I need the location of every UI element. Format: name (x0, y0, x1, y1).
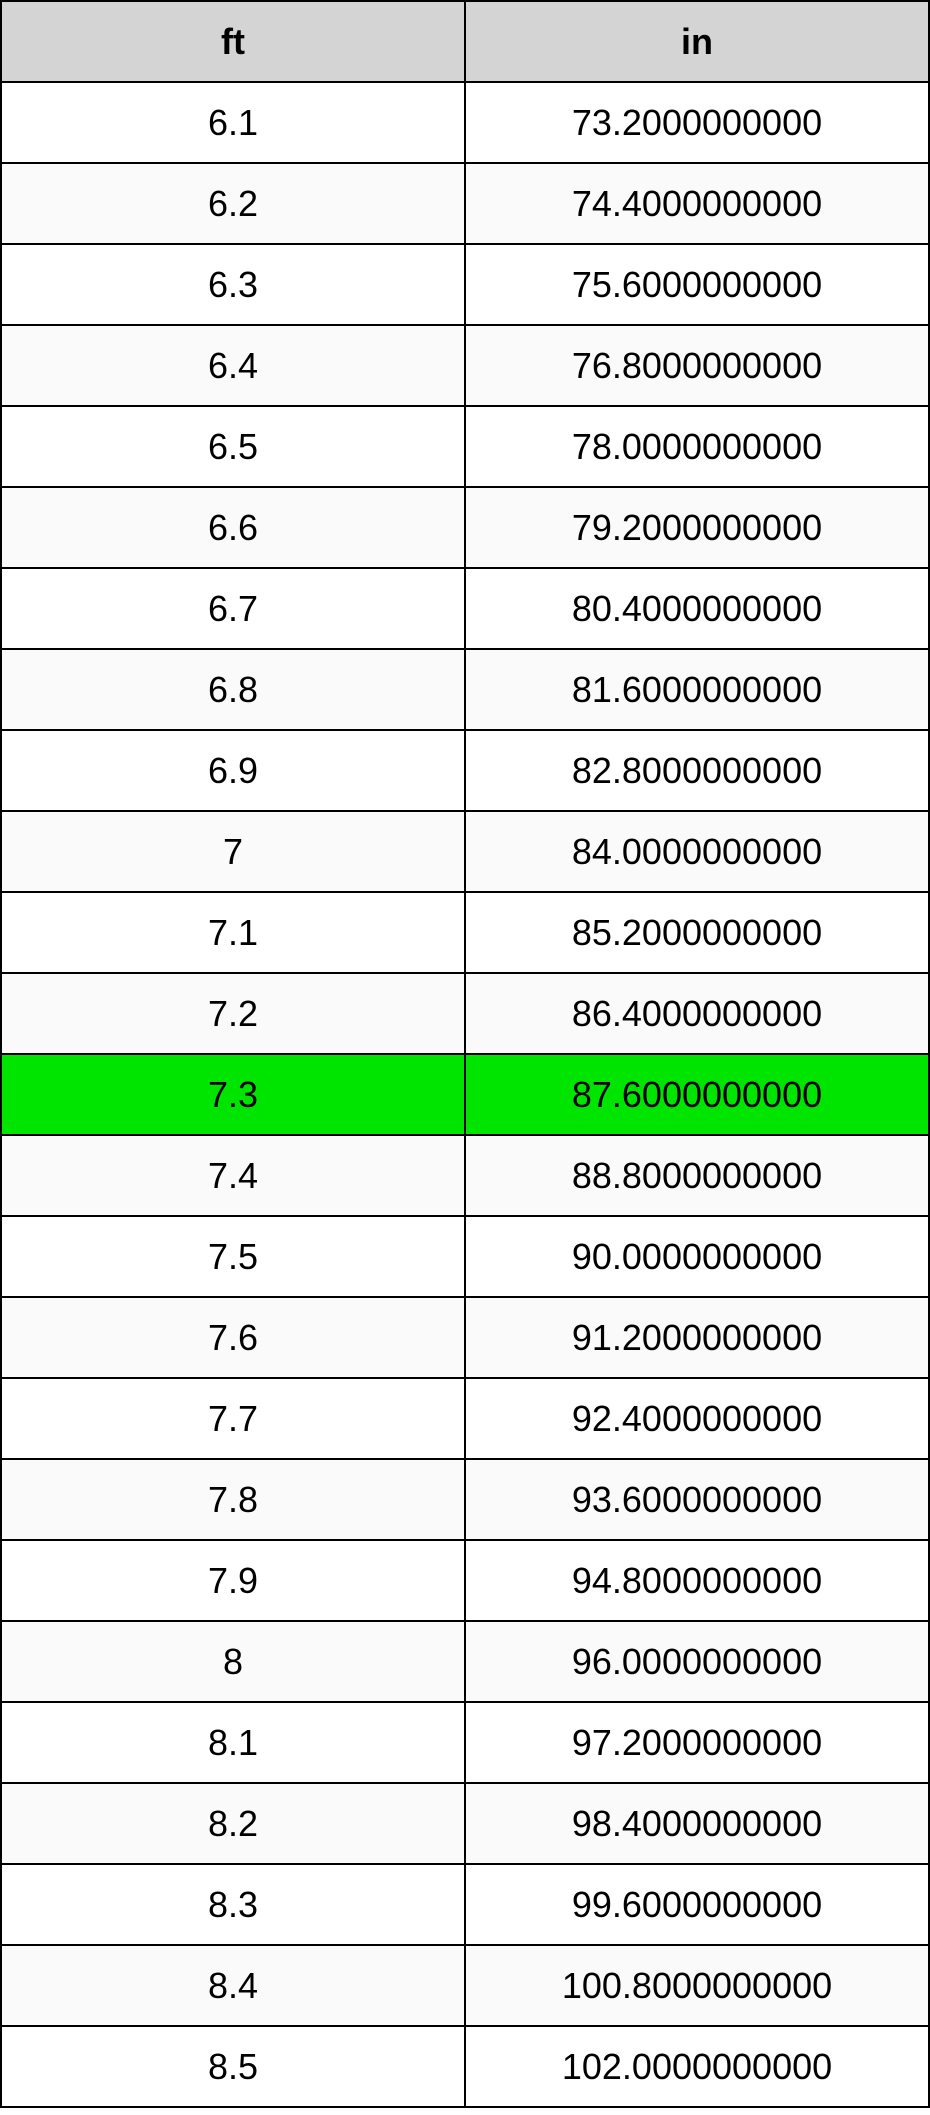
cell-in: 91.2000000000 (465, 1297, 929, 1378)
table-row: 784.0000000000 (1, 811, 929, 892)
cell-in: 98.4000000000 (465, 1783, 929, 1864)
cell-ft: 7 (1, 811, 465, 892)
conversion-table: ft in 6.173.20000000006.274.40000000006.… (0, 0, 930, 2108)
table-row: 6.476.8000000000 (1, 325, 929, 406)
cell-in: 92.4000000000 (465, 1378, 929, 1459)
conversion-table-container: ft in 6.173.20000000006.274.40000000006.… (0, 0, 930, 2108)
table-row: 6.881.6000000000 (1, 649, 929, 730)
cell-in: 85.2000000000 (465, 892, 929, 973)
cell-in: 75.6000000000 (465, 244, 929, 325)
table-row: 6.173.2000000000 (1, 82, 929, 163)
cell-ft: 7.2 (1, 973, 465, 1054)
cell-ft: 8.1 (1, 1702, 465, 1783)
cell-in: 78.0000000000 (465, 406, 929, 487)
cell-ft: 7.5 (1, 1216, 465, 1297)
table-body: 6.173.20000000006.274.40000000006.375.60… (1, 82, 929, 2107)
cell-ft: 6.7 (1, 568, 465, 649)
table-row: 6.679.2000000000 (1, 487, 929, 568)
cell-in: 102.0000000000 (465, 2026, 929, 2107)
header-in: in (465, 1, 929, 82)
table-row: 8.4100.8000000000 (1, 1945, 929, 2026)
cell-in: 99.6000000000 (465, 1864, 929, 1945)
cell-ft: 6.2 (1, 163, 465, 244)
cell-ft: 8 (1, 1621, 465, 1702)
cell-in: 80.4000000000 (465, 568, 929, 649)
table-row: 7.893.6000000000 (1, 1459, 929, 1540)
cell-ft: 6.8 (1, 649, 465, 730)
cell-in: 87.6000000000 (465, 1054, 929, 1135)
cell-ft: 6.9 (1, 730, 465, 811)
cell-in: 82.8000000000 (465, 730, 929, 811)
table-row: 8.5102.0000000000 (1, 2026, 929, 2107)
table-header: ft in (1, 1, 929, 82)
table-row: 6.375.6000000000 (1, 244, 929, 325)
table-row: 7.185.2000000000 (1, 892, 929, 973)
cell-ft: 6.3 (1, 244, 465, 325)
cell-in: 79.2000000000 (465, 487, 929, 568)
table-row: 7.590.0000000000 (1, 1216, 929, 1297)
cell-ft: 8.3 (1, 1864, 465, 1945)
cell-in: 76.8000000000 (465, 325, 929, 406)
cell-in: 93.6000000000 (465, 1459, 929, 1540)
cell-ft: 7.6 (1, 1297, 465, 1378)
table-row: 8.399.6000000000 (1, 1864, 929, 1945)
cell-ft: 6.1 (1, 82, 465, 163)
table-row: 8.298.4000000000 (1, 1783, 929, 1864)
cell-in: 94.8000000000 (465, 1540, 929, 1621)
cell-ft: 7.7 (1, 1378, 465, 1459)
cell-in: 100.8000000000 (465, 1945, 929, 2026)
header-row: ft in (1, 1, 929, 82)
cell-ft: 7.8 (1, 1459, 465, 1540)
cell-ft: 7.1 (1, 892, 465, 973)
cell-in: 88.8000000000 (465, 1135, 929, 1216)
table-row: 6.780.4000000000 (1, 568, 929, 649)
table-row: 7.994.8000000000 (1, 1540, 929, 1621)
header-ft: ft (1, 1, 465, 82)
table-row: 7.387.6000000000 (1, 1054, 929, 1135)
cell-in: 73.2000000000 (465, 82, 929, 163)
table-row: 6.578.0000000000 (1, 406, 929, 487)
cell-in: 84.0000000000 (465, 811, 929, 892)
cell-ft: 7.9 (1, 1540, 465, 1621)
table-row: 7.792.4000000000 (1, 1378, 929, 1459)
cell-ft: 8.5 (1, 2026, 465, 2107)
table-row: 7.691.2000000000 (1, 1297, 929, 1378)
cell-ft: 7.4 (1, 1135, 465, 1216)
cell-in: 96.0000000000 (465, 1621, 929, 1702)
table-row: 896.0000000000 (1, 1621, 929, 1702)
cell-ft: 7.3 (1, 1054, 465, 1135)
cell-in: 81.6000000000 (465, 649, 929, 730)
cell-ft: 8.4 (1, 1945, 465, 2026)
cell-ft: 8.2 (1, 1783, 465, 1864)
table-row: 7.286.4000000000 (1, 973, 929, 1054)
table-row: 7.488.8000000000 (1, 1135, 929, 1216)
table-row: 6.982.8000000000 (1, 730, 929, 811)
cell-ft: 6.5 (1, 406, 465, 487)
table-row: 6.274.4000000000 (1, 163, 929, 244)
table-row: 8.197.2000000000 (1, 1702, 929, 1783)
cell-in: 86.4000000000 (465, 973, 929, 1054)
cell-in: 74.4000000000 (465, 163, 929, 244)
cell-in: 90.0000000000 (465, 1216, 929, 1297)
cell-ft: 6.6 (1, 487, 465, 568)
cell-in: 97.2000000000 (465, 1702, 929, 1783)
cell-ft: 6.4 (1, 325, 465, 406)
